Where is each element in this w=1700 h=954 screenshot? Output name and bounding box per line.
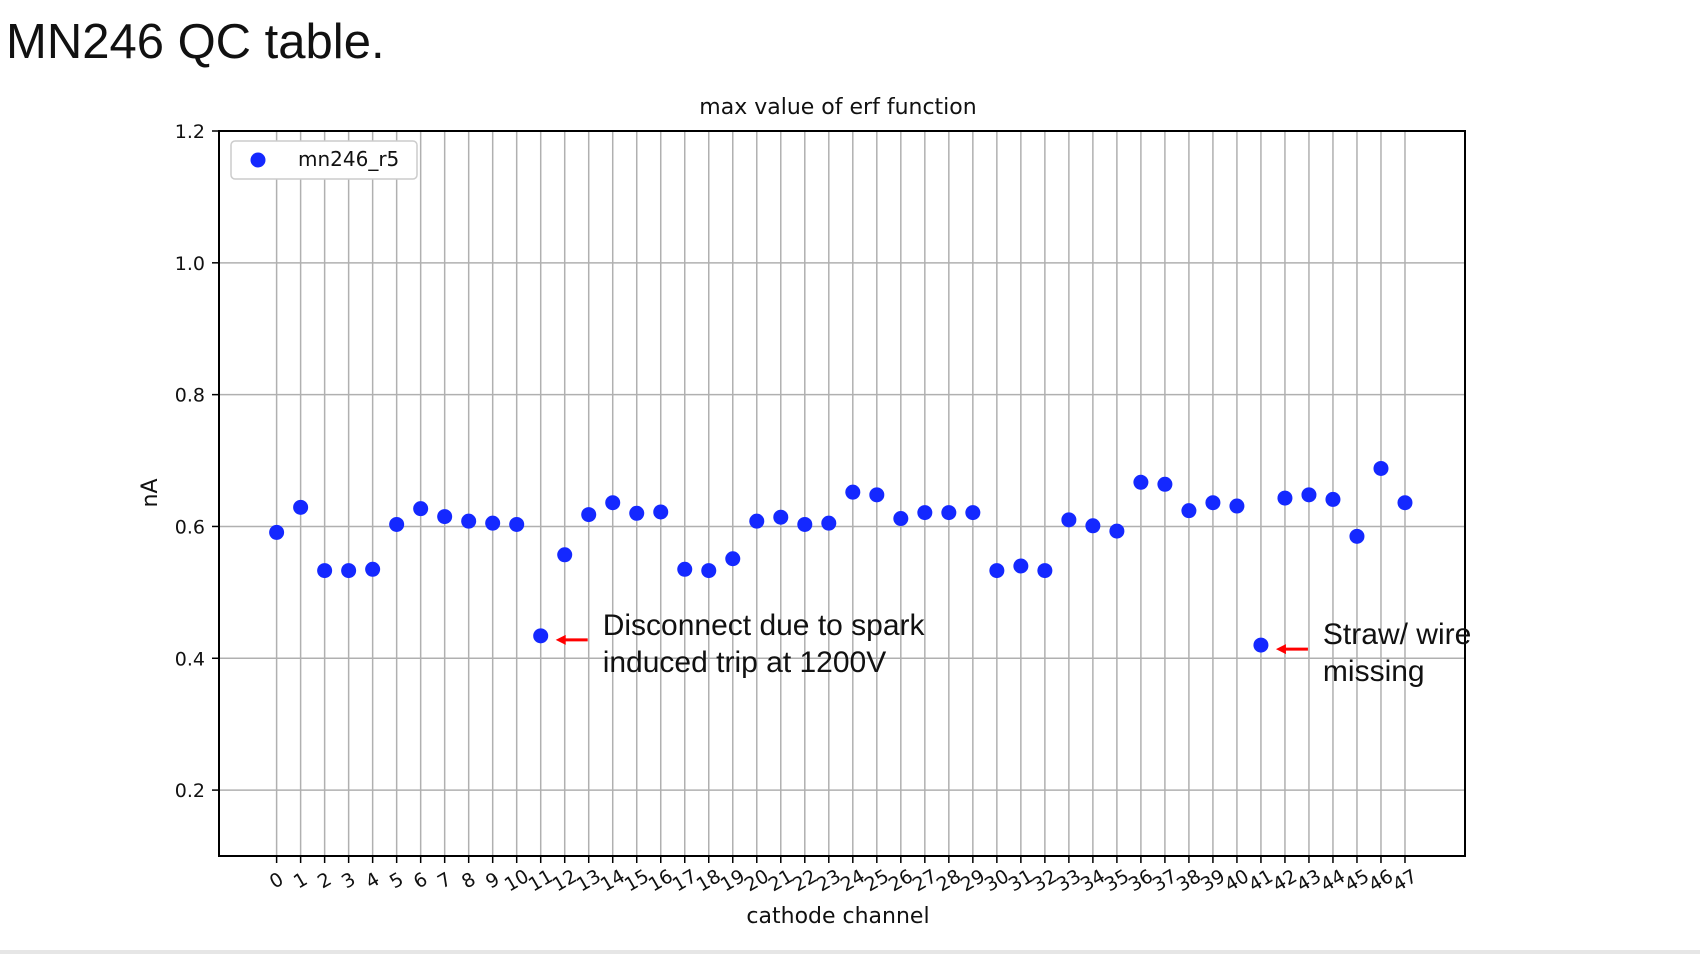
- data-point: [701, 563, 717, 579]
- y-axis-title: nA: [138, 479, 163, 508]
- data-point: [725, 551, 741, 567]
- x-tick-label: 8: [458, 868, 479, 893]
- data-point: [893, 511, 909, 527]
- data-point: [1325, 491, 1341, 507]
- y-tick-label: 1.0: [175, 253, 205, 275]
- data-point: [677, 561, 693, 577]
- data-point: [341, 563, 357, 579]
- x-tick-label: 9: [482, 868, 503, 893]
- annotation-text: Straw/ wire: [1323, 618, 1471, 651]
- data-point: [1253, 637, 1269, 653]
- data-point: [1301, 487, 1317, 503]
- data-point: [653, 504, 669, 520]
- data-point: [293, 499, 309, 515]
- data-point: [1205, 495, 1221, 511]
- data-point: [581, 507, 597, 523]
- data-point: [605, 495, 621, 511]
- data-point: [269, 524, 285, 540]
- data-point: [1157, 476, 1173, 492]
- slide-title: MN246 QC table.: [6, 15, 385, 69]
- data-point: [1109, 523, 1125, 539]
- data-point: [941, 505, 957, 521]
- annotation-text: induced trip at 1200V: [603, 646, 887, 679]
- legend: mn246_r5: [230, 140, 418, 180]
- data-point: [845, 484, 861, 500]
- y-tick-label: 0.2: [175, 780, 205, 802]
- data-point: [533, 628, 549, 644]
- annotation-arrow-head: [555, 634, 566, 645]
- data-point: [629, 505, 645, 521]
- x-tick-label: 2: [314, 868, 335, 893]
- data-point: [1397, 495, 1413, 511]
- data-point: [917, 505, 933, 521]
- data-point: [869, 487, 885, 503]
- data-point: [317, 563, 333, 579]
- x-axis-ticks: 0 1 2 3 4 5 6 7 8 9101112131415161718192021222324…: [266, 856, 1421, 896]
- x-axis-title: cathode channel: [746, 904, 929, 929]
- x-tick-label: 6: [410, 868, 431, 893]
- annotations: Disconnect due to spark induced trip at 1…: [555, 609, 1471, 688]
- data-point: [389, 516, 405, 532]
- y-tick-label: 1.2: [175, 121, 205, 143]
- annotation-text: missing: [1323, 655, 1425, 688]
- legend-box: [230, 140, 418, 180]
- x-tick-label: 5: [386, 868, 407, 893]
- data-point: [1229, 498, 1245, 514]
- annotation-arrow-head: [1275, 644, 1286, 655]
- data-points: [269, 460, 1413, 653]
- x-tick-label: 47: [1389, 865, 1421, 896]
- x-tick-label: 7: [434, 868, 455, 893]
- data-point: [1085, 518, 1101, 534]
- data-point: [557, 547, 573, 563]
- x-tick-label: 4: [362, 868, 383, 893]
- data-point: [1373, 460, 1389, 476]
- legend-marker: [250, 152, 266, 168]
- data-point: [365, 561, 381, 577]
- data-point: [461, 513, 477, 529]
- data-point: [1013, 558, 1029, 574]
- annotation-text: Disconnect due to spark: [603, 609, 926, 642]
- legend-label: mn246_r5: [298, 147, 399, 171]
- chart-title: max value of erf function: [699, 95, 976, 120]
- data-point: [1037, 563, 1053, 579]
- data-point: [509, 516, 525, 532]
- data-point: [1133, 474, 1149, 490]
- plot-frame: [218, 130, 1466, 857]
- data-point: [1061, 512, 1077, 528]
- y-axis-ticks: 0.2 0.4 0.6 0.8 1.0 1.2: [175, 121, 219, 802]
- grid-lines: [219, 130, 1465, 856]
- data-point: [965, 505, 981, 521]
- bottom-divider: [0, 950, 1700, 954]
- data-point: [749, 513, 765, 529]
- y-tick-label: 0.6: [175, 516, 205, 538]
- data-point: [1277, 490, 1293, 506]
- data-point: [773, 509, 789, 525]
- data-point: [989, 563, 1005, 579]
- y-tick-label: 0.8: [175, 385, 205, 407]
- data-point: [1181, 503, 1197, 519]
- data-point: [1349, 528, 1365, 544]
- data-point: [485, 515, 501, 531]
- data-point: [437, 509, 453, 525]
- data-point: [821, 515, 837, 531]
- data-point: [797, 516, 813, 532]
- x-tick-label: 3: [338, 868, 359, 893]
- data-point: [413, 501, 429, 517]
- x-tick-label: 1: [290, 868, 311, 893]
- y-tick-label: 0.4: [175, 648, 205, 670]
- x-tick-label: 0: [266, 868, 287, 893]
